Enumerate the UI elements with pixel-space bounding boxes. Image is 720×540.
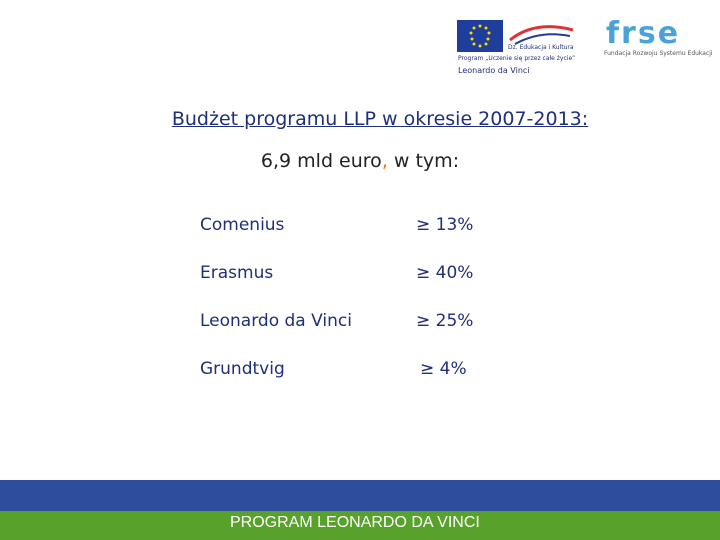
program-logo: [457, 20, 574, 52]
logo-text: Fundacja Rozwoju Systemu Edukacji: [604, 50, 713, 57]
share: ≥ 40%: [416, 263, 474, 283]
separator: ,: [381, 150, 388, 172]
logo-text: Leonardo da Vinci: [458, 66, 530, 75]
logo-text: Dz. Edukacja i Kultura: [508, 44, 574, 51]
subtitle-rest: w tym:: [393, 150, 460, 172]
program-name: Grundtvig: [200, 359, 285, 379]
program-name: Leonardo da Vinci: [200, 311, 352, 331]
program-name: Comenius: [200, 215, 285, 235]
logo-text: Program „Uczenie się przez całe życie”: [458, 55, 576, 62]
footer-band: [0, 511, 720, 540]
footer-text: PROGRAM LEONARDO DA VINCI: [230, 514, 480, 531]
frse-logo: frse: [606, 16, 681, 51]
footer-band: [0, 480, 720, 512]
title: Budżet programu LLP w okresie 2007-2013:: [171, 108, 589, 130]
share: ≥ 4%: [420, 359, 467, 379]
subtitle: 6,9 mld euro, w tym:: [0, 150, 720, 172]
share: ≥ 25%: [416, 311, 474, 331]
program-name: Erasmus: [200, 263, 274, 283]
share: ≥ 13%: [416, 215, 474, 235]
amount: 6,9 mld euro: [260, 150, 382, 172]
